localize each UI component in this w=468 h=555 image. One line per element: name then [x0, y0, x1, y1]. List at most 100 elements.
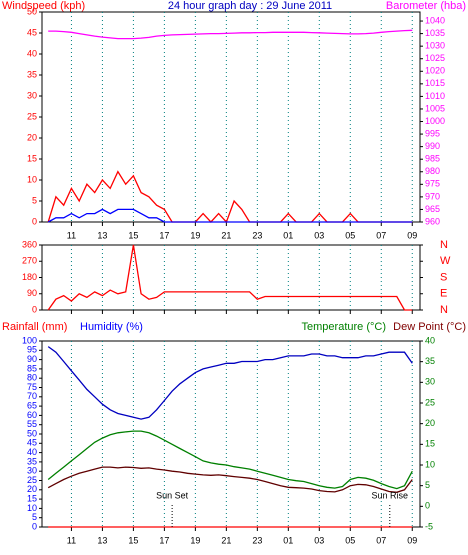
y2-tick-label: 995: [425, 128, 440, 138]
x-tick-label: 21: [221, 535, 231, 545]
y2-tick-label: 15: [425, 439, 435, 449]
y2-tick-label: 30: [425, 377, 435, 387]
x-tick-label: 23: [252, 230, 262, 240]
y-tick-label: 40: [27, 48, 37, 58]
x-tick-label: 05: [345, 230, 355, 240]
y2-tick-label: 1035: [425, 28, 445, 38]
x-tick-label: 09: [407, 535, 417, 545]
x-tick-label: 01: [283, 535, 293, 545]
y-tick-label: 270: [22, 256, 37, 266]
y-tick-label: 50: [27, 428, 37, 438]
y-tick-label: 20: [27, 484, 37, 494]
data-line: [47, 346, 413, 420]
y2-tick-label: -5: [425, 521, 433, 531]
y-tick-label: 70: [27, 391, 37, 401]
y2-tick-label: 1020: [425, 66, 445, 76]
y2-axis-label: Temperature (°C): [302, 321, 386, 333]
y-tick-label: 50: [27, 6, 37, 16]
data-line: [47, 170, 413, 224]
y-tick-label: 0: [32, 304, 37, 314]
y-tick-label: 35: [27, 456, 37, 466]
y2-tick-label: 25: [425, 397, 435, 407]
y-tick-label: 360: [22, 239, 37, 249]
y-tick-label: 75: [27, 382, 37, 392]
y-tick-label: 45: [27, 438, 37, 448]
y2-tick-label: 10: [425, 459, 435, 469]
x-tick-label: 23: [252, 535, 262, 545]
x-tick-label: 21: [221, 230, 231, 240]
y2-tick-label: 965: [425, 204, 440, 214]
x-tick-label: 15: [128, 535, 138, 545]
y2-tick-label: 1000: [425, 116, 445, 126]
y-tick-label: 35: [27, 69, 37, 79]
plot-frame: [41, 340, 421, 528]
y2-tick-label: 1005: [425, 103, 445, 113]
y-tick-label: 20: [27, 132, 37, 142]
y2-tick-label: 975: [425, 179, 440, 189]
plot-frame: [41, 244, 421, 311]
y-tick-label: 95: [27, 345, 37, 355]
y-tick-label: 55: [27, 419, 37, 429]
y-tick-label: 10: [27, 174, 37, 184]
y2-tick-label: E: [440, 288, 447, 300]
data-line: [47, 208, 413, 223]
x-tick-label: 19: [190, 230, 200, 240]
y2-tick-label: 40: [425, 335, 435, 345]
y2-tick-label: N: [440, 239, 448, 251]
y-axis-label: Windspeed (kph): [2, 0, 85, 12]
y2-tick-label: 1030: [425, 41, 445, 51]
x-tick-label: 05: [345, 535, 355, 545]
data-line: [48, 29, 413, 40]
x-tick-label: 11: [67, 230, 76, 240]
x-tick-label: 03: [314, 535, 324, 545]
x-tick-label: 17: [159, 535, 169, 545]
x-tick-label: 07: [376, 230, 386, 240]
chart-title: 24 hour graph day : 29 June 2011: [168, 0, 332, 12]
y2-tick-label: 980: [425, 166, 440, 176]
y-tick-label: 25: [27, 111, 37, 121]
y2-tick-label: 990: [425, 141, 440, 151]
y2-tick-label: 1015: [425, 78, 445, 88]
x-tick-label: 19: [190, 535, 200, 545]
y2-tick-label: 1025: [425, 53, 445, 63]
y-tick-label: 40: [27, 447, 37, 457]
y-tick-label: 80: [27, 373, 37, 383]
y2-tick-label: 970: [425, 191, 440, 201]
y-axis-label: Humidity (%): [80, 321, 143, 333]
y-tick-label: 30: [27, 466, 37, 476]
y-tick-label: 5: [32, 195, 37, 205]
y-tick-label: 0: [32, 521, 37, 531]
plot-frame: [41, 11, 421, 223]
y-tick-label: 15: [27, 493, 37, 503]
y-tick-label: 15: [27, 153, 37, 163]
data-line: [47, 244, 413, 311]
x-tick-label: 11: [67, 535, 76, 545]
y2-axis-label: Dew Point (°C): [393, 321, 466, 333]
y-tick-label: 25: [27, 475, 37, 485]
x-tick-label: 13: [97, 535, 107, 545]
annotation: Sun Set: [156, 490, 189, 500]
annotation: Sun Rise: [372, 490, 409, 500]
y2-tick-label: 35: [425, 356, 435, 366]
y2-tick-label: W: [440, 255, 451, 267]
y2-tick-label: S: [440, 271, 447, 283]
y2-tick-label: 985: [425, 154, 440, 164]
x-tick-label: 07: [376, 535, 386, 545]
y-axis-label: Rainfall (mm): [2, 321, 67, 333]
y-tick-label: 5: [32, 512, 37, 522]
y-tick-label: 65: [27, 400, 37, 410]
y-tick-label: 100: [22, 335, 37, 345]
y-tick-label: 45: [27, 27, 37, 37]
x-tick-label: 09: [407, 230, 417, 240]
y-tick-label: 85: [27, 363, 37, 373]
y2-axis-label: Barometer (hba): [386, 0, 466, 12]
x-tick-label: 03: [314, 230, 324, 240]
y2-tick-label: N: [440, 304, 448, 316]
y-tick-label: 0: [32, 216, 37, 226]
data-line: [47, 430, 413, 490]
y-tick-label: 180: [22, 272, 37, 282]
y2-tick-label: 960: [425, 216, 440, 226]
y2-tick-label: 5: [425, 480, 430, 490]
y-tick-label: 90: [27, 288, 37, 298]
